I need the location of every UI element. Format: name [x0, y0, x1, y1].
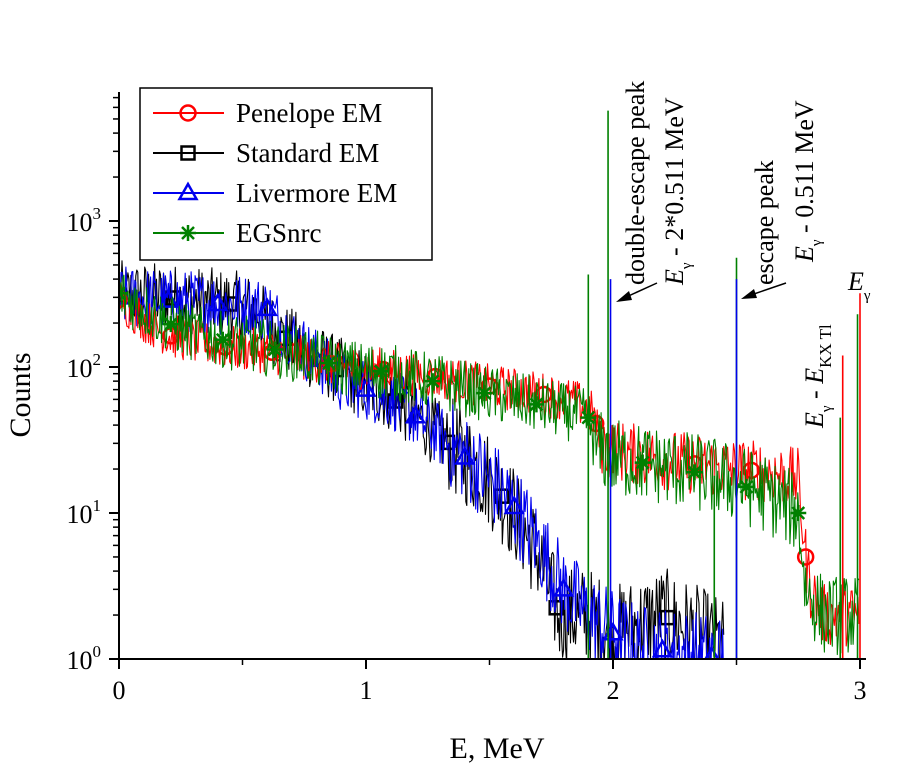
legend: Penelope EM Standard EM Livermore EM EGSnrc [139, 87, 433, 261]
x-tick-label: 0 [113, 676, 126, 705]
series-marker [634, 454, 651, 471]
legend-label: Penelope EM [236, 98, 382, 128]
legend-swatch-marker [179, 104, 197, 122]
series-marker [266, 341, 283, 358]
series-line [119, 274, 860, 656]
series-marker [207, 292, 229, 312]
series-marker [552, 577, 575, 597]
full-energy-label: Eγ [847, 267, 871, 304]
legend-label: Livermore EM [236, 178, 397, 208]
series-marker [704, 645, 720, 659]
escape-label: escape peak [750, 160, 779, 285]
legend-swatch-marker [177, 181, 199, 201]
series-marker [796, 548, 815, 566]
series-marker [424, 373, 441, 390]
y-tick-label: 102 [67, 350, 102, 383]
y-tick-label: 103 [67, 204, 102, 237]
x-tick-label: 3 [854, 676, 867, 705]
series-marker [738, 478, 755, 495]
legend-item: Penelope EM [153, 98, 382, 128]
legend-label: EGSnrc [236, 218, 321, 248]
series-egsnrc [119, 274, 860, 656]
escape-energy-label: Eγ - 0.511 MeV [790, 100, 825, 263]
kx-escape-label: Eγ - EKX Tl [800, 324, 835, 429]
series-marker [119, 285, 127, 302]
series-marker [320, 355, 337, 372]
legend-item: Standard EM [153, 138, 379, 168]
series-marker [686, 464, 703, 481]
double-escape-arrowhead [616, 291, 632, 302]
series-marker [162, 316, 179, 333]
series-marker [528, 396, 545, 413]
series-marker [651, 638, 674, 658]
y-axis-title: Counts [4, 352, 37, 437]
double-escape-label: double-escape peak [621, 81, 650, 285]
series-marker [790, 505, 807, 521]
series-marker [503, 495, 525, 515]
x-tick-label: 1 [360, 676, 373, 705]
data-layer [119, 110, 861, 659]
legend-swatch-marker [180, 225, 196, 241]
series-marker [454, 445, 476, 465]
x-axis-title: E, MeV [450, 732, 545, 765]
series-marker [404, 404, 427, 424]
series-marker [256, 297, 278, 317]
series-marker [659, 609, 676, 626]
legend-label: Standard EM [236, 138, 379, 168]
escape-arrow [750, 282, 787, 296]
legend-swatch-marker [180, 145, 196, 161]
y-tick-label: 101 [67, 496, 102, 529]
legend-item: EGSnrc [153, 218, 321, 248]
series-marker [119, 290, 128, 309]
y-tick-label: 100 [67, 642, 102, 675]
series-marker [476, 385, 493, 402]
series-marker [214, 331, 231, 348]
x-tick-label: 2 [607, 676, 620, 705]
double-escape-energy-label: Eγ - 2*0.511 MeV [660, 97, 695, 286]
series-marker [372, 363, 389, 380]
legend-item: Livermore EM [153, 178, 397, 208]
escape-arrowhead [741, 289, 757, 299]
annotations: double-escape peak Eγ - 2*0.511 MeV esca… [616, 81, 871, 429]
tick-layer: 0 1 2 3 100 101 102 103 [67, 96, 867, 705]
